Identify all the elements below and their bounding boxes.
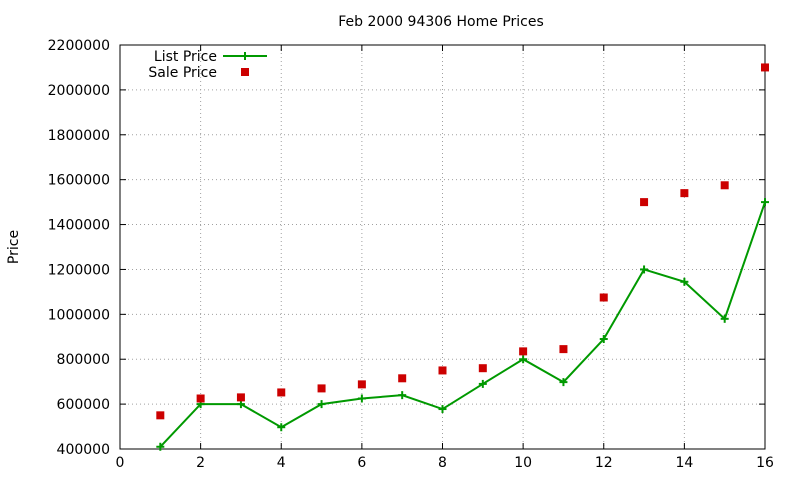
sale-price-point [559, 345, 568, 354]
chart-title: Feb 2000 94306 Home Prices [338, 14, 544, 30]
list-price-point [761, 198, 769, 207]
list-price-point [680, 277, 689, 286]
sale-price-point [236, 393, 245, 402]
axes: 0 2 4 6 8 10 12 14 16 400000 600000 800000 1000000 12… [48, 38, 774, 471]
y-tick-label: 1200000 [48, 262, 110, 278]
series-list-price [156, 198, 769, 451]
x-tick-label: 12 [595, 455, 613, 471]
sale-price-point [519, 347, 528, 356]
x-tick-label: 2 [196, 455, 205, 471]
legend-label: List Price [154, 49, 217, 65]
y-tick-label: 600000 [57, 397, 110, 413]
sale-price-point [398, 374, 407, 383]
y-tick-label: 1400000 [48, 218, 110, 234]
list-price-point [438, 405, 447, 414]
list-price-point [277, 423, 286, 432]
list-price-point [519, 355, 528, 364]
y-tick-label: 2000000 [48, 83, 110, 99]
x-tick-label: 4 [277, 455, 286, 471]
x-tick-label: 16 [756, 455, 774, 471]
sale-price-point [196, 394, 205, 403]
series-sale-price [156, 63, 769, 420]
y-tick-label: 1000000 [48, 307, 110, 323]
sale-price-point [156, 411, 165, 420]
x-tick-label: 10 [514, 455, 532, 471]
sale-price-point [357, 380, 366, 389]
legend-plus-marker [241, 52, 249, 60]
list-price-point [478, 379, 487, 388]
legend-item: Sale Price [148, 65, 249, 81]
x-tick-label: 8 [438, 455, 447, 471]
list-price-point [720, 314, 729, 323]
sale-price-point [720, 181, 729, 190]
sale-price-point [761, 63, 769, 72]
x-tick-label: 0 [116, 455, 125, 471]
list-price-point [156, 442, 165, 451]
list-price-point [398, 391, 407, 400]
sale-price-point [438, 366, 447, 375]
sale-price-point [478, 364, 487, 373]
list-price-point [640, 265, 649, 274]
x-tick-label: 14 [675, 455, 693, 471]
list-price-point [559, 378, 568, 387]
list-price-point [357, 394, 366, 403]
legend-square-marker [241, 68, 249, 76]
list-price-point [317, 400, 326, 409]
y-tick-label: 400000 [57, 442, 110, 458]
y-tick-label: 800000 [57, 352, 110, 368]
sale-price-point [277, 388, 286, 397]
legend-item: List Price [154, 49, 267, 65]
legend-label: Sale Price [148, 65, 217, 81]
y-tick-label: 1600000 [48, 173, 110, 189]
grid [120, 45, 765, 449]
x-tick-label: 6 [357, 455, 366, 471]
sale-price-point [640, 198, 649, 207]
y-tick-label: 1800000 [48, 128, 110, 144]
sale-price-point [317, 384, 326, 393]
y-tick-label: 2200000 [48, 38, 110, 54]
list-price-point [236, 400, 245, 409]
sale-price-point [680, 189, 689, 198]
series [156, 63, 769, 451]
list-price-point [599, 335, 608, 344]
y-axis-label: Price [6, 230, 22, 264]
sale-price-point [599, 293, 608, 302]
list-price-line [159, 201, 766, 448]
